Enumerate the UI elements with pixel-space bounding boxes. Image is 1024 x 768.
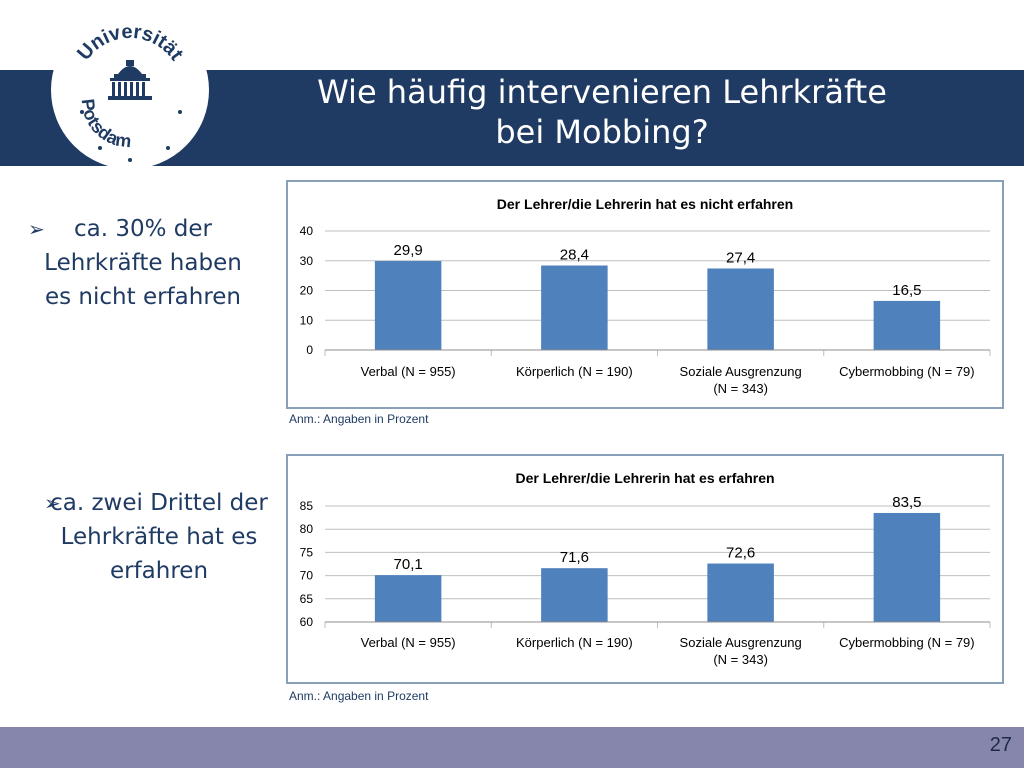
y-tick-label: 70	[300, 569, 314, 583]
data-label: 28,4	[560, 247, 589, 264]
x-tick-label: Cybermobbing (N = 79)	[839, 635, 974, 650]
data-label: 71,6	[560, 549, 589, 566]
x-tick-label-line: Soziale Ausgrenzung	[680, 635, 802, 650]
x-tick-label-line: Körperlich (N = 190)	[516, 364, 633, 379]
x-tick-label: Körperlich (N = 190)	[516, 364, 633, 379]
x-tick-label-line: Soziale Ausgrenzung	[680, 364, 802, 379]
y-tick-label: 30	[300, 254, 314, 268]
x-tick-label: Verbal (N = 955)	[361, 364, 456, 379]
chart-title: Der Lehrer/die Lehrerin hat es erfahren	[515, 470, 774, 486]
bar	[541, 265, 608, 350]
x-tick-label-line: (N = 343)	[713, 652, 768, 667]
y-tick-label: 60	[300, 615, 314, 629]
title-line-2: bei Mobbing?	[495, 113, 709, 151]
title-line-1: Wie häufig intervenieren Lehrkräfte	[317, 73, 887, 111]
bullet-item: ➢ ca. zwei Drittel der Lehrkräfte hat es…	[44, 486, 274, 588]
bar	[873, 300, 941, 350]
y-tick-label: 20	[300, 284, 314, 298]
bar	[374, 575, 442, 622]
page-number: 27	[989, 734, 1012, 756]
data-label: 16,5	[892, 282, 921, 299]
bar	[873, 512, 941, 622]
x-tick-label: Soziale Ausgrenzung (N = 343)	[680, 635, 802, 667]
y-tick-label: 85	[300, 499, 314, 513]
arrow-bullet-icon: ➢	[28, 217, 45, 241]
data-label: 72,6	[726, 545, 755, 562]
chart-note: Anm.: Angaben in Prozent	[289, 412, 429, 426]
bar	[541, 568, 608, 622]
bar-chart-experienced: Der Lehrer/die Lehrerin hat es erfahren 6…	[300, 470, 991, 667]
x-tick-label-line: (N = 343)	[713, 381, 768, 396]
building-icon	[108, 60, 152, 100]
x-tick-label: Soziale Ausgrenzung (N = 343)	[680, 364, 802, 396]
x-tick-label-line: Cybermobbing (N = 79)	[839, 635, 974, 650]
y-tick-label: 10	[300, 313, 314, 327]
x-tick-label-line: Verbal (N = 955)	[361, 364, 456, 379]
bullet-text: ca. 30% der Lehrkräfte haben es nicht er…	[44, 216, 242, 310]
y-tick-label: 80	[300, 522, 314, 536]
x-tick-label: Körperlich (N = 190)	[516, 635, 633, 650]
y-tick-label: 75	[300, 545, 314, 559]
data-label: 27,4	[726, 249, 755, 266]
data-label: 83,5	[892, 494, 921, 511]
y-tick-label: 0	[306, 343, 313, 357]
bar	[707, 563, 774, 622]
bar	[374, 261, 442, 350]
footer-bar: 27	[0, 727, 1024, 768]
university-seal-logo: Universität Potsdam	[51, 11, 209, 169]
x-tick-label-line: Körperlich (N = 190)	[516, 635, 633, 650]
x-tick-label-line: Verbal (N = 955)	[361, 635, 456, 650]
y-tick-label: 65	[300, 592, 314, 606]
chart-not-experienced: Der Lehrer/die Lehrerin hat es nicht erf…	[286, 180, 1004, 409]
x-tick-label: Cybermobbing (N = 79)	[839, 364, 974, 379]
chart-experienced: Der Lehrer/die Lehrerin hat es erfahren 6…	[286, 454, 1004, 684]
bar	[707, 268, 774, 350]
x-tick-label: Verbal (N = 955)	[361, 635, 456, 650]
chart-note: Anm.: Angaben in Prozent	[289, 689, 429, 703]
bar-chart-not-experienced: Der Lehrer/die Lehrerin hat es nicht erf…	[300, 196, 991, 396]
arrow-bullet-icon: ➢	[44, 491, 61, 515]
chart-title: Der Lehrer/die Lehrerin hat es nicht erf…	[497, 196, 793, 212]
data-label: 70,1	[394, 556, 423, 573]
data-label: 29,9	[394, 242, 423, 259]
page-title: Wie häufig intervenieren Lehrkräfte bei …	[230, 72, 974, 152]
bullet-text: ca. zwei Drittel der Lehrkräfte hat es e…	[50, 490, 268, 584]
x-tick-label-line: Cybermobbing (N = 79)	[839, 364, 974, 379]
y-tick-label: 40	[300, 224, 314, 238]
bullet-item: ➢ ca. 30% der Lehrkräfte haben es nicht …	[28, 212, 258, 314]
